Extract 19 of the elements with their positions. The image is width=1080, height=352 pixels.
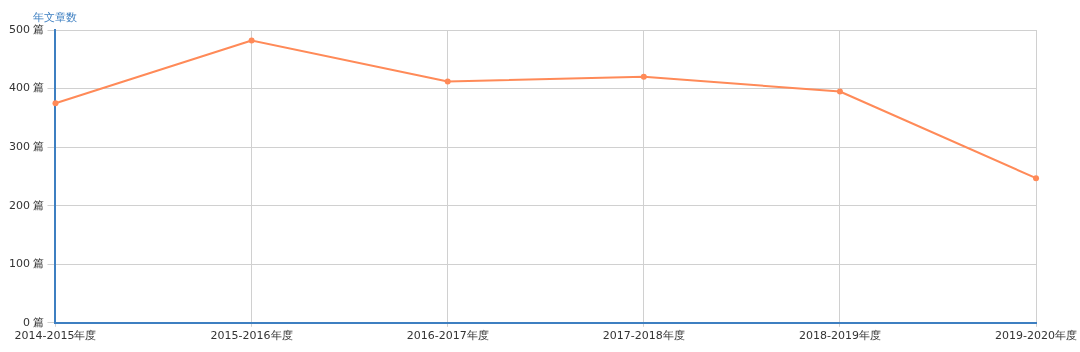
y-axis-title: 年文章数: [33, 11, 78, 25]
x-tick-label: 2016-2017年度: [406, 329, 489, 343]
point: [444, 78, 451, 85]
x-tick-label: 2015-2016年度: [210, 329, 293, 343]
y-tick-label: 200 篇: [8, 198, 45, 212]
y-tick-label: 0 篇: [22, 315, 45, 329]
x-tick-label: 2014-2015年度: [14, 329, 97, 343]
x-tick-label: 2019-2020年度: [995, 329, 1078, 343]
x-tick-label: 2018-2019年度: [798, 329, 881, 343]
y-tick-label: 400 篇: [8, 81, 45, 95]
x-tick-label: 2017-2018年度: [602, 329, 685, 343]
point: [52, 100, 59, 107]
point: [640, 73, 647, 80]
y-tick-label: 300 篇: [8, 139, 45, 153]
y-tick-label: 100 篇: [8, 257, 45, 271]
point: [1033, 175, 1040, 182]
point: [836, 88, 843, 95]
y-tick-label: 500 篇: [8, 22, 45, 36]
point: [248, 37, 255, 44]
